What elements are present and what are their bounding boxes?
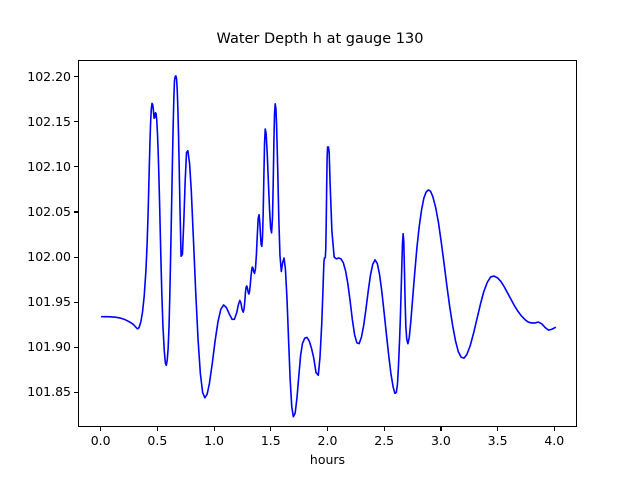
- y-tick-label: 101.85: [27, 384, 71, 400]
- y-tick-label: 101.95: [27, 294, 71, 310]
- x-tick-label: 4.0: [544, 433, 565, 448]
- y-tick-mark: [74, 121, 78, 123]
- x-tick-mark: [383, 427, 385, 431]
- x-tick-mark: [100, 427, 102, 431]
- y-tick-label: 101.90: [27, 339, 71, 355]
- data-series-line-h: [100, 75, 557, 418]
- x-tick-label: 0.5: [147, 433, 168, 448]
- y-tick-label: 102.20: [27, 68, 71, 84]
- x-tick-mark: [213, 427, 215, 431]
- y-tick-mark: [74, 346, 78, 348]
- x-tick-mark: [440, 427, 442, 431]
- x-tick-label: 1.5: [260, 433, 281, 448]
- x-tick-label: 2.5: [374, 433, 395, 448]
- y-tick-mark: [74, 301, 78, 303]
- x-tick-label: 0.0: [90, 433, 111, 448]
- y-tick-label: 102.10: [27, 158, 71, 174]
- y-tick-mark: [74, 166, 78, 168]
- x-tick-mark: [156, 427, 158, 431]
- y-tick-mark: [74, 256, 78, 258]
- y-tick-label: 102.05: [27, 203, 71, 219]
- x-tick-label: 3.0: [430, 433, 451, 448]
- x-tick-mark: [553, 427, 555, 431]
- chart-title: Water Depth h at gauge 130: [216, 31, 424, 47]
- x-tick-label: 2.0: [317, 433, 338, 448]
- x-tick-mark: [270, 427, 272, 431]
- plot-svg: [100, 75, 557, 418]
- y-tick-label: 102.00: [27, 249, 71, 265]
- y-tick-mark: [74, 211, 78, 213]
- x-axis-label: hours: [309, 452, 346, 467]
- y-tick-label: 102.15: [27, 113, 71, 129]
- y-tick-mark: [74, 391, 78, 393]
- x-tick-mark: [327, 427, 329, 431]
- plot-area: [78, 60, 577, 427]
- x-tick-label: 1.0: [204, 433, 225, 448]
- x-tick-mark: [497, 427, 499, 431]
- x-tick-label: 3.5: [487, 433, 508, 448]
- y-tick-mark: [74, 76, 78, 78]
